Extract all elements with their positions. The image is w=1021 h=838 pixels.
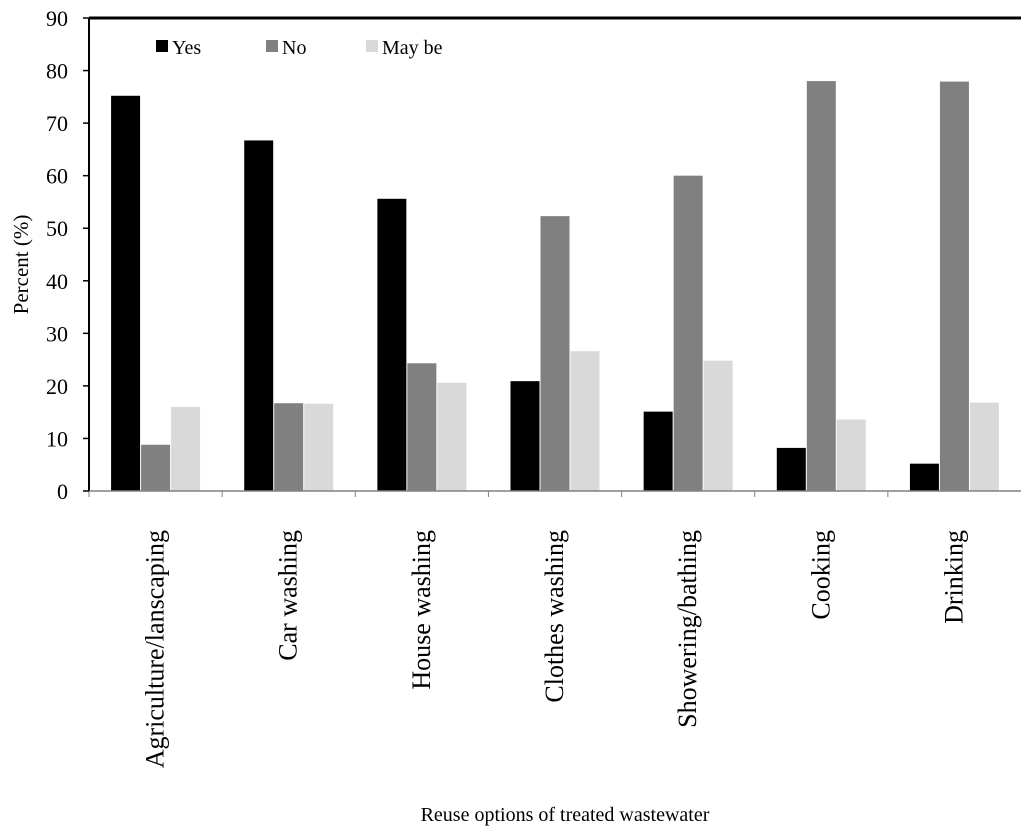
bar-may-be-1 (171, 406, 201, 491)
bar-yes-4 (510, 381, 540, 491)
y-tick-label: 30 (46, 321, 68, 346)
bar-may-be-2 (304, 403, 334, 491)
bar-no-7 (939, 81, 969, 491)
y-tick-label: 80 (46, 59, 68, 84)
bar-yes-2 (244, 140, 274, 491)
bar-may-be-5 (703, 360, 733, 491)
x-tick-label: House washing (407, 530, 436, 690)
bar-no-4 (540, 216, 570, 491)
bar-may-be-6 (836, 419, 866, 491)
bar-yes-6 (776, 447, 806, 491)
bar-may-be-3 (437, 382, 467, 491)
bar-yes-5 (643, 411, 673, 491)
bar-no-3 (407, 363, 437, 491)
bar-no-2 (274, 403, 304, 491)
y-axis-title: Percent (%) (9, 215, 33, 315)
y-tick-label: 70 (46, 111, 68, 136)
legend-label-may-be: May be (382, 37, 443, 59)
bar-may-be-7 (969, 402, 999, 491)
legend-swatch-may-be (366, 40, 378, 52)
bar-no-1 (141, 444, 171, 491)
bar-no-6 (806, 81, 836, 491)
bar-yes-7 (909, 463, 939, 491)
bar-no-5 (673, 175, 703, 492)
legend-swatch-yes (156, 40, 168, 52)
legend: Yes No May be (156, 37, 443, 59)
bar-may-be-4 (570, 351, 600, 491)
y-tick-label: 40 (46, 269, 68, 294)
legend-label-yes: Yes (172, 37, 201, 59)
y-tick-label: 90 (46, 6, 68, 31)
legend-label-no: No (282, 37, 306, 59)
bar-yes-3 (377, 198, 407, 492)
x-axis-title: Reuse options of treated wastewater (421, 804, 710, 826)
legend-swatch-no (266, 40, 278, 52)
x-tick-label: Cooking (806, 530, 835, 620)
y-tick-label: 10 (46, 426, 68, 451)
x-tick-label: Drinking (939, 530, 968, 624)
y-tick-label: 60 (46, 164, 68, 189)
y-tick-label: 0 (57, 479, 68, 504)
x-tick-label: Showering/bathing (673, 530, 702, 728)
x-tick-label: Car washing (274, 530, 303, 661)
x-tick-label: Clothes washing (540, 530, 569, 703)
y-tick-label: 50 (46, 216, 68, 241)
y-tick-label: 20 (46, 374, 68, 399)
x-tick-label: Agriculture/lanscaping (141, 530, 170, 768)
bar-yes-1 (111, 95, 141, 491)
